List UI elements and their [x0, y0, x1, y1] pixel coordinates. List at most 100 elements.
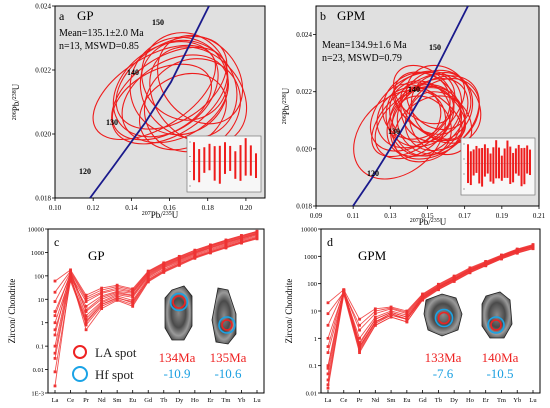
panel-c-point-12-Nd — [100, 303, 104, 306]
panel-b-inset-bar-13 — [500, 155, 503, 181]
panel-d-point-12-Tb — [436, 285, 440, 289]
panel-c-point-3-Pr — [84, 317, 88, 320]
panel-c-series-line-13 — [54, 233, 258, 316]
panel-c-point-10-Yb — [240, 234, 243, 237]
panel-c-series-line-5 — [54, 233, 258, 336]
panel-b-xlabel: 207Pb/235U — [410, 217, 447, 227]
panel-a-inset-bar-1 — [193, 142, 195, 181]
panel-c-point-12-Er — [208, 250, 212, 254]
panel-c-series-line-2 — [54, 236, 258, 372]
panel-c-point-9-La — [53, 290, 57, 294]
panel-d-point-12-La — [326, 345, 330, 348]
panel-b-concordia-label-150: 150 — [429, 43, 441, 52]
panel-c-grain-1-hf: -10.9 — [163, 366, 190, 381]
panel-c-series-line-8 — [54, 231, 258, 302]
panel-d-point-9-Gd — [421, 292, 425, 296]
panel-b-inset-bar-16 — [509, 146, 512, 184]
panel-c-point-10-Pr — [84, 293, 88, 297]
panel-b-inset-bar-9 — [489, 153, 492, 182]
panel-c-xtick-label-Sm: Sm — [113, 397, 122, 404]
panel-a-inset-bar-3 — [203, 147, 206, 173]
panel-d-point-12-Ce — [342, 288, 346, 292]
panel-c-point-12-Lu — [255, 236, 259, 239]
panel-d-point-9-Ho — [468, 266, 472, 270]
panel-a-xtick-label-0: 0.10 — [49, 204, 62, 212]
panel-d-point-2-La — [326, 378, 330, 382]
panel-c-point-13-Pr — [84, 308, 88, 312]
panel-d-ytick-label-2: 1 — [314, 336, 317, 343]
panel-a-inset-bar-6 — [218, 145, 221, 184]
panel-c-point-4-Nd — [100, 300, 104, 303]
panel-a-xtick-label-1: 0.12 — [87, 204, 100, 212]
panel-c-point-4-La — [53, 344, 57, 348]
panel-d-ytick-label-3: 10 — [311, 309, 318, 316]
panel-d-xtick-label-Er: Er — [483, 397, 490, 404]
panel-b-title: GPM — [337, 8, 366, 23]
panel-d-point-10-Nd — [373, 323, 377, 327]
legend-hf-spot-label: Hf spot — [95, 367, 134, 382]
panel-b-inset-bar-10 — [492, 147, 495, 184]
panel-b-inset-bar-20 — [520, 148, 523, 187]
panel-c-point-11-La — [53, 351, 57, 355]
panel-c-point-1-La — [53, 384, 57, 388]
panel-d-xtick-label-Pr: Pr — [357, 397, 364, 404]
panel-c-point-10-Er — [208, 243, 212, 247]
panel-d-point-1-Pr — [358, 351, 361, 355]
panel-d-ylabel: Zircon/ Chondrite — [284, 279, 294, 344]
panel-d-grain-2-age: 140Ma — [482, 350, 519, 365]
panel-b-inset-bar-11 — [495, 140, 498, 179]
panel-d-xtick-label-Dy: Dy — [450, 397, 459, 404]
panel-b-inset-bar-3 — [472, 149, 475, 176]
panel-c-legend: LA spot Hf spot — [72, 345, 137, 382]
panel-d-point-6-Pr — [358, 336, 361, 340]
legend-la-spot-marker — [73, 345, 87, 359]
panel-d-point-6-Nd — [373, 315, 377, 319]
panel-c-ytick-label-2: 0.1 — [36, 344, 44, 351]
panel-c-ytick-label-4: 10 — [38, 297, 45, 304]
panel-c-point-13-Eu — [131, 293, 135, 297]
panel-c-point-13-Dy — [177, 258, 181, 261]
panel-c-point-11-Eu — [131, 304, 135, 308]
panel-a-inset-bar-7 — [224, 142, 226, 174]
panel-a-inset-bar-8 — [229, 145, 232, 171]
panel-a-inset-bar-4 — [208, 143, 211, 171]
panel-a-ytick-label-0: 0.018 — [35, 195, 51, 203]
panel-d-series-line-10 — [327, 247, 534, 385]
panel-c-ytick-label-6: 1000 — [31, 250, 44, 257]
panel-d-point-12-Nd — [373, 317, 377, 321]
panel-c-point-11-Nd — [100, 307, 104, 311]
panel-d-point-4-La — [326, 364, 330, 368]
panel-a-ylabel-sup-238: 238 — [12, 90, 18, 99]
panel-d-point-9-Tm — [500, 253, 503, 257]
panel-d-ytick-label-1: 0.1 — [309, 363, 317, 370]
panel-b-xtick-label-3: 0.15 — [421, 212, 434, 220]
panel-a-ylabel: 206Pb/238U — [11, 83, 21, 120]
panel-d-xtick-label-Ce: Ce — [340, 397, 347, 404]
panel-c-point-10-La — [53, 279, 57, 283]
panel-c-point-13-Lu — [255, 232, 259, 235]
panel-b-xlabel-sup-207: 207 — [410, 218, 419, 224]
panel-c-point-7-Pr — [84, 300, 88, 303]
panel-c-point-10-Gd — [146, 269, 150, 273]
panel-a-ylabel-pb: Pb/ — [11, 99, 21, 112]
panel-c-point-11-Ce — [69, 274, 72, 278]
panel-b-y-ticks: 0.018 0.020 0.022 0.024 — [296, 31, 316, 211]
panel-b-ytick-label-0: 0.018 — [296, 203, 312, 211]
panel-c-xtick-label-Nd: Nd — [98, 397, 107, 404]
panel-b-error-ellipse-23 — [392, 83, 463, 140]
panel-a-xtick-label-2: 0.14 — [125, 204, 138, 212]
panel-d-point-11-Sm — [389, 313, 393, 317]
panel-c-point-2-La — [53, 370, 57, 374]
panel-a-ytick-label-3: 0.024 — [35, 3, 51, 11]
panel-c-point-13-Tb — [162, 264, 166, 268]
panel-c-point-12-Gd — [146, 278, 150, 282]
panel-d-point-10-Sm — [389, 315, 393, 319]
panel-c-point-2-Ce — [69, 279, 72, 283]
panel-c-point-6-Nd — [100, 294, 104, 298]
panel-b-ellipses — [353, 64, 482, 180]
panel-d-series-line-9 — [327, 244, 534, 320]
panel-c-series-line-12 — [54, 237, 258, 330]
panel-c-point-10-Sm — [115, 283, 119, 287]
panel-d-point-12-Er — [484, 261, 488, 265]
panel-c-ytick-label-3: 1 — [41, 320, 44, 327]
